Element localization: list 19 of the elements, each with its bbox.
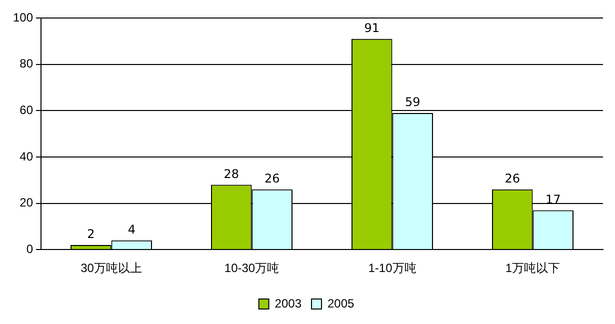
data-label: 91	[364, 20, 380, 35]
y-tick-label: 80	[20, 56, 34, 71]
legend-label: 2005	[328, 296, 355, 310]
y-tick-label: 20	[20, 196, 34, 210]
data-label: 26	[504, 172, 520, 186]
x-tick-label: 1-10万吨	[368, 261, 416, 276]
y-tick-label: 40	[20, 149, 34, 164]
legend-label: 2003	[274, 296, 302, 310]
y-tick-label: 100	[12, 10, 34, 24]
data-label: 59	[404, 95, 420, 110]
data-label: 2	[87, 227, 95, 242]
x-tick-label: 1万吨以下	[505, 261, 560, 276]
y-tick-label: 0	[26, 242, 34, 256]
data-label: 26	[264, 172, 280, 186]
data-label: 28	[224, 166, 240, 181]
data-label: 4	[128, 222, 136, 236]
y-tick-label: 60	[20, 102, 34, 117]
x-tick-label: 30万吨以上	[80, 261, 142, 276]
x-tick-label: 10-30万吨	[224, 261, 280, 276]
